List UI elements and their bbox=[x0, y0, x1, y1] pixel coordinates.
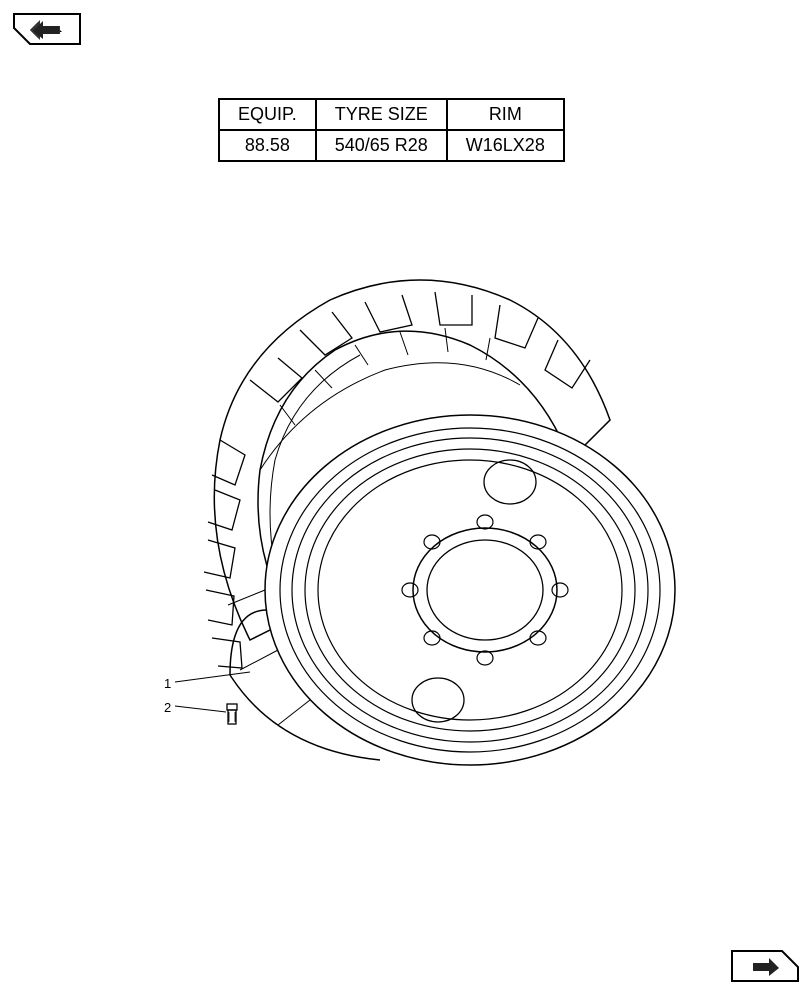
spec-table: EQUIP. TYRE SIZE RIM 88.58 540/65 R28 W1… bbox=[218, 98, 565, 162]
part-label-2: 2 bbox=[164, 700, 171, 715]
table-data-row: 88.58 540/65 R28 W16LX28 bbox=[219, 130, 564, 161]
prev-page-icon[interactable] bbox=[12, 12, 82, 51]
cell-rim: W16LX28 bbox=[447, 130, 564, 161]
wheel-tire-diagram bbox=[140, 260, 700, 815]
header-tyresize: TYRE SIZE bbox=[316, 99, 447, 130]
part-label-1: 1 bbox=[164, 676, 171, 691]
header-equip: EQUIP. bbox=[219, 99, 316, 130]
rim-outline bbox=[228, 415, 675, 765]
cell-equip: 88.58 bbox=[219, 130, 316, 161]
header-rim: RIM bbox=[447, 99, 564, 130]
valve-stem bbox=[227, 704, 237, 724]
table-header-row: EQUIP. TYRE SIZE RIM bbox=[219, 99, 564, 130]
next-page-icon[interactable] bbox=[730, 949, 800, 988]
cell-tyresize: 540/65 R28 bbox=[316, 130, 447, 161]
